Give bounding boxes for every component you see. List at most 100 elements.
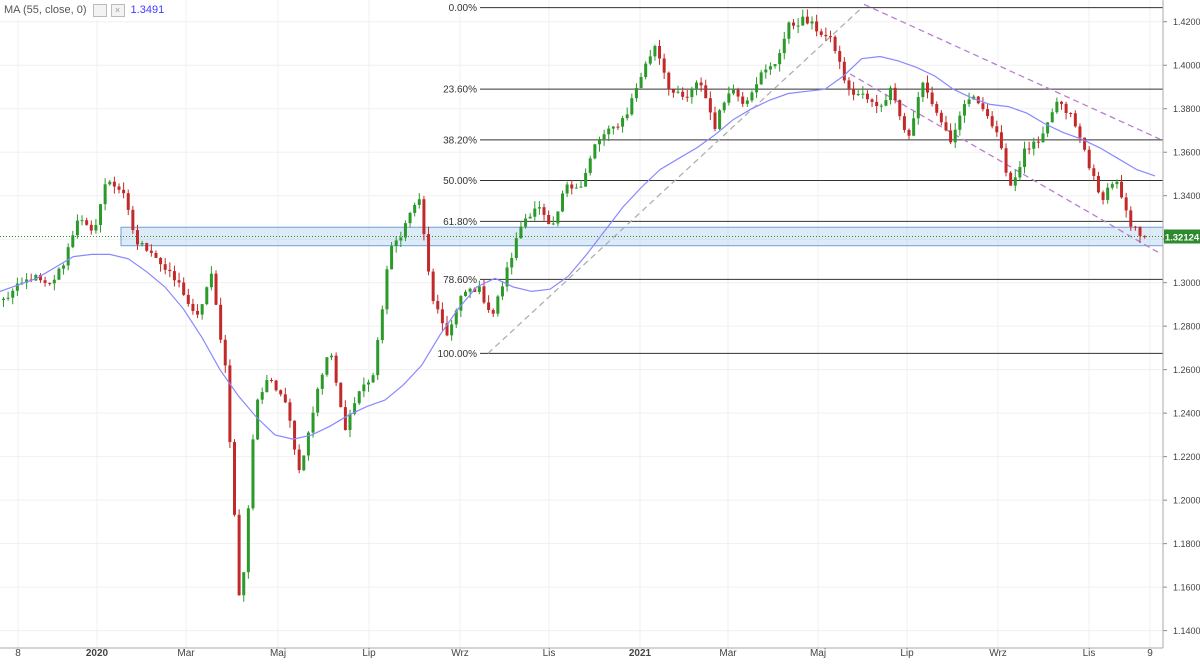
fib-anchor-line[interactable] xyxy=(487,7,863,354)
candle-body[interactable] xyxy=(89,224,93,231)
candle[interactable] xyxy=(205,286,209,306)
candle-body[interactable] xyxy=(722,102,726,111)
candle[interactable] xyxy=(838,45,842,70)
candle-body[interactable] xyxy=(320,374,324,389)
candle-body[interactable] xyxy=(875,101,879,107)
candle-body[interactable] xyxy=(685,96,689,98)
candle-body[interactable] xyxy=(593,144,597,159)
candle[interactable] xyxy=(311,406,315,438)
candle-body[interactable] xyxy=(671,89,675,93)
candle-body[interactable] xyxy=(625,114,629,119)
candle-body[interactable] xyxy=(759,72,763,85)
candle-body[interactable] xyxy=(117,186,121,190)
candle[interactable] xyxy=(921,81,925,102)
candle-body[interactable] xyxy=(574,187,578,189)
candle-body[interactable] xyxy=(681,91,685,97)
candle[interactable] xyxy=(450,319,454,341)
candle-body[interactable] xyxy=(842,61,846,81)
candle[interactable] xyxy=(182,277,186,296)
candle[interactable] xyxy=(223,334,227,373)
candle[interactable] xyxy=(487,295,491,313)
candle-body[interactable] xyxy=(579,186,583,188)
candle-body[interactable] xyxy=(385,269,389,310)
candle-body[interactable] xyxy=(1046,122,1050,134)
candle-body[interactable] xyxy=(898,100,902,117)
candle[interactable] xyxy=(787,21,791,44)
candle-body[interactable] xyxy=(584,172,588,187)
candle[interactable] xyxy=(103,178,107,211)
candle[interactable] xyxy=(228,359,232,448)
candle[interactable] xyxy=(593,143,597,160)
candle-body[interactable] xyxy=(140,243,144,245)
candle[interactable] xyxy=(667,71,671,96)
indicator-legend[interactable]: MA (55, close, 0) × 1.3491 xyxy=(0,0,169,20)
candle-body[interactable] xyxy=(403,223,407,238)
candle[interactable] xyxy=(1133,225,1137,231)
candle[interactable] xyxy=(108,179,112,186)
candle[interactable] xyxy=(1032,137,1036,156)
ma55-line[interactable] xyxy=(0,55,1156,440)
candle[interactable] xyxy=(1092,164,1096,182)
candle[interactable] xyxy=(168,262,172,278)
candle-body[interactable] xyxy=(500,286,504,297)
candle[interactable] xyxy=(639,72,643,89)
candle[interactable] xyxy=(718,108,722,131)
candle[interactable] xyxy=(699,77,703,92)
candle[interactable] xyxy=(408,211,412,228)
candle[interactable] xyxy=(736,87,740,102)
candle[interactable] xyxy=(316,387,320,417)
candle-body[interactable] xyxy=(847,80,851,89)
candle[interactable] xyxy=(958,111,962,136)
candle[interactable] xyxy=(477,280,481,295)
candle[interactable] xyxy=(427,226,431,276)
candle-body[interactable] xyxy=(570,184,574,189)
candle[interactable] xyxy=(1050,108,1054,123)
candle-body[interactable] xyxy=(126,193,130,210)
candle-body[interactable] xyxy=(718,110,722,129)
candle-body[interactable] xyxy=(958,115,962,130)
candle-body[interactable] xyxy=(214,273,218,305)
candle[interactable] xyxy=(602,129,606,146)
candle-body[interactable] xyxy=(99,204,103,225)
candle[interactable] xyxy=(149,244,153,257)
candle[interactable] xyxy=(85,217,89,226)
candle[interactable] xyxy=(875,94,879,114)
candle-body[interactable] xyxy=(838,51,842,62)
candle[interactable] xyxy=(112,176,116,194)
candle-body[interactable] xyxy=(265,380,269,393)
candle[interactable] xyxy=(385,265,389,315)
candle[interactable] xyxy=(140,240,144,247)
candle[interactable] xyxy=(57,267,61,281)
candle-body[interactable] xyxy=(944,122,948,131)
candle[interactable] xyxy=(431,268,435,305)
candle[interactable] xyxy=(325,357,329,377)
candle-body[interactable] xyxy=(311,412,315,433)
candle-body[interactable] xyxy=(921,82,925,98)
candle[interactable] xyxy=(237,509,241,596)
candle-body[interactable] xyxy=(810,21,814,24)
candle[interactable] xyxy=(246,505,250,579)
candle-body[interactable] xyxy=(893,87,897,101)
candle-body[interactable] xyxy=(708,98,712,113)
candle-body[interactable] xyxy=(879,105,883,107)
candle[interactable] xyxy=(66,243,70,271)
candle[interactable] xyxy=(514,232,518,261)
close-icon[interactable]: × xyxy=(110,3,125,17)
candle-body[interactable] xyxy=(1106,187,1110,200)
candle-body[interactable] xyxy=(135,230,139,245)
candle-body[interactable] xyxy=(644,63,648,78)
candle[interactable] xyxy=(6,291,10,301)
candle-body[interactable] xyxy=(547,214,551,225)
candle[interactable] xyxy=(1013,170,1017,192)
candle-body[interactable] xyxy=(431,271,435,302)
candle-body[interactable] xyxy=(745,100,749,104)
candle[interactable] xyxy=(801,9,805,26)
candle[interactable] xyxy=(302,455,306,472)
candle-body[interactable] xyxy=(778,53,782,65)
candle-body[interactable] xyxy=(1023,148,1027,168)
candle[interactable] xyxy=(519,221,523,239)
candle-body[interactable] xyxy=(427,234,431,272)
candle[interactable] xyxy=(551,216,555,226)
candle-body[interactable] xyxy=(306,432,310,456)
candle[interactable] xyxy=(357,390,361,405)
